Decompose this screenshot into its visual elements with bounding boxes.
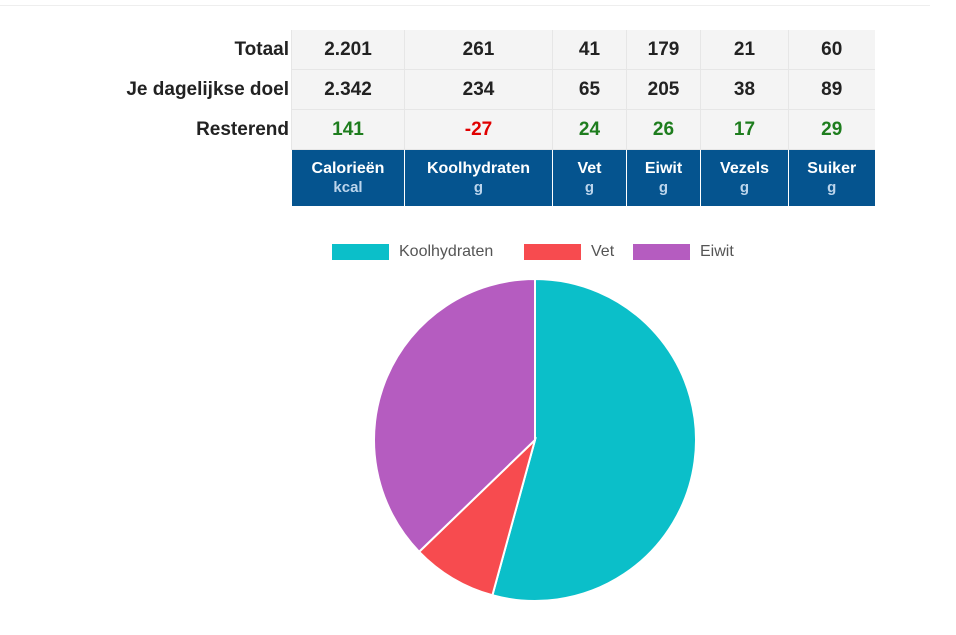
cell-resterend-vet: 24 [552, 109, 627, 150]
cell-resterend-suiker: 29 [788, 109, 875, 150]
row-dagelijkse-doel: Je dagelijkse doel 2.342 234 65 205 38 8… [17, 69, 875, 110]
col-unit-vet: g [584, 179, 595, 196]
top-divider [0, 5, 930, 6]
col-unit-suiker: g [827, 179, 837, 196]
cell-resterend-eiwit: 26 [626, 109, 701, 150]
header-row: Calorieën kcal Koolhydraten g Vet g Eiwi… [17, 149, 875, 206]
cell-totaal-vezels: 21 [700, 30, 789, 70]
row-totaal: Totaal 2.201 261 41 179 21 60 [17, 30, 875, 70]
pie-slice-vet[interactable] [417, 436, 537, 597]
legend-item-vet[interactable]: Vet [524, 241, 614, 263]
legend-swatch-koolhydraten [332, 244, 389, 260]
col-unit-koolhydraten: g [473, 179, 484, 196]
col-name-vezels: Vezels [720, 160, 769, 177]
legend-label-koolhydraten: Koolhydraten [399, 243, 494, 260]
col-header-vet: Vet g [552, 149, 627, 206]
col-unit-calorieen: kcal [333, 179, 363, 196]
legend-swatch-vet [524, 244, 581, 260]
legend-label-eiwit: Eiwit [700, 243, 734, 260]
col-name-vet: Vet [577, 160, 602, 177]
cell-totaal-calorieen: 2.201 [291, 30, 405, 70]
nutrition-table: Totaal 2.201 261 41 179 21 60 Je dagelij… [17, 30, 875, 206]
cell-totaal-koolhydraten: 261 [404, 30, 553, 70]
col-unit-vezels: g [739, 179, 750, 196]
col-header-vezels: Vezels g [700, 149, 789, 206]
cell-totaal-eiwit: 179 [626, 30, 701, 70]
row-label-doel: Je dagelijkse doel [17, 69, 292, 110]
cell-doel-koolhydraten: 234 [404, 69, 553, 110]
col-name-suiker: Suiker [807, 160, 857, 177]
cell-totaal-suiker: 60 [788, 30, 875, 70]
col-unit-eiwit: g [658, 179, 669, 196]
row-label-resterend: Resterend [17, 109, 292, 150]
col-header-suiker: Suiker g [788, 149, 875, 206]
row-resterend: Resterend 141 -27 24 26 17 29 [17, 109, 875, 150]
col-header-calorieen: Calorieën kcal [291, 149, 405, 206]
col-name-eiwit: Eiwit [644, 160, 683, 177]
cell-doel-vezels: 38 [700, 69, 789, 110]
cell-doel-vet: 65 [552, 69, 627, 110]
legend-label-vet: Vet [591, 243, 615, 260]
cell-resterend-vezels: 17 [700, 109, 789, 150]
cell-doel-calorieen: 2.342 [291, 69, 405, 110]
chart-legend: Koolhydraten Vet Eiwit [0, 241, 956, 263]
cell-doel-suiker: 89 [788, 69, 875, 110]
cell-resterend-calorieen: 141 [291, 109, 405, 150]
header-spacer [17, 149, 292, 206]
col-name-calorieen: Calorieën [311, 160, 385, 177]
pie-slice-koolhydraten[interactable] [491, 277, 697, 602]
cell-doel-eiwit: 205 [626, 69, 701, 110]
col-name-koolhydraten: Koolhydraten [426, 160, 531, 177]
legend-item-koolhydraten[interactable]: Koolhydraten [332, 241, 493, 263]
cell-totaal-vet: 41 [552, 30, 627, 70]
pie-slice-eiwit[interactable] [373, 277, 536, 554]
col-header-koolhydraten: Koolhydraten g [404, 149, 553, 206]
cell-resterend-koolhydraten: -27 [404, 109, 553, 150]
row-label-totaal: Totaal [17, 30, 292, 70]
legend-item-eiwit[interactable]: Eiwit [633, 241, 734, 263]
legend-swatch-eiwit [633, 244, 690, 260]
col-header-eiwit: Eiwit g [626, 149, 701, 206]
